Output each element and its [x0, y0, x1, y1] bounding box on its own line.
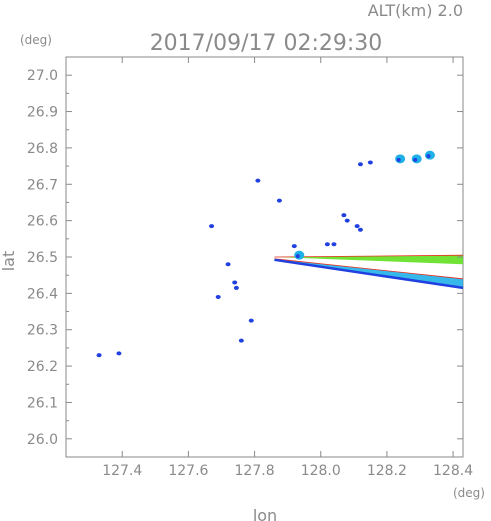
echo-point [215, 295, 221, 299]
echo-point [324, 242, 330, 247]
echo-point [344, 218, 350, 223]
y-tick-label: 26.9 [27, 105, 58, 121]
echo-band-edge [274, 258, 464, 280]
chart-subtitle: ALT(km) 2.0 [368, 1, 463, 20]
echo-band [274, 255, 463, 265]
y-tick-label: 27.0 [27, 68, 58, 84]
echo-bands [274, 254, 464, 290]
chart-title: 2017/09/17 02:29:30 [150, 31, 383, 56]
y-tick-label: 26.1 [27, 395, 58, 411]
y-tick-label: 26.6 [27, 214, 58, 230]
echo-point [354, 224, 360, 229]
echo-point [248, 318, 254, 323]
y-tick-label: 26.8 [27, 141, 58, 157]
echo-point [291, 244, 297, 249]
y-tick-label: 26.4 [27, 286, 58, 302]
echo-point [255, 178, 261, 183]
echo-band-edge [274, 254, 464, 258]
echo-point [116, 351, 122, 356]
x-tick-label: 127.8 [235, 463, 275, 479]
x-tick-label: 128.4 [433, 463, 473, 479]
echo-point [357, 227, 363, 232]
y-tick-label: 26.2 [27, 359, 58, 375]
x-tick-label: 128.2 [367, 463, 407, 479]
echo-point [96, 353, 102, 358]
x-tick-label: 127.6 [168, 463, 208, 479]
x-axis-label: lon [253, 506, 277, 521]
echo-point-core [426, 154, 431, 159]
echo-clusters [96, 150, 435, 358]
echo-point [225, 262, 231, 267]
echo-point [357, 162, 363, 167]
x-tick-label: 128.0 [301, 463, 341, 479]
echo-point [331, 242, 337, 247]
y-tick-label: 26.0 [27, 432, 58, 448]
echo-point-core [295, 254, 300, 259]
y-tick-label: 26.7 [27, 177, 58, 193]
plot-area: 127.4 127.6 127.8 128.0 128.2 128.4 26.026.12… [27, 56, 473, 479]
echo-point [367, 160, 373, 165]
echo-point-core [396, 157, 401, 162]
echo-point [209, 224, 215, 229]
y-tick-label: 26.3 [27, 323, 58, 339]
echo-point-core [413, 157, 418, 162]
echo-point [341, 213, 347, 218]
y-ticks: 26.0 26.1 26.2 26.3 26.4 26.5 26.6 26.7 26.8 26.9… [27, 68, 463, 448]
x-ticks: 127.4 127.6 127.8 128.0 128.2 128.4 [102, 57, 473, 479]
echo-point [276, 198, 282, 203]
y-unit-label: (deg) [20, 33, 52, 47]
y-axis-label: lat [0, 251, 18, 272]
y-tick-label: 26.5 [27, 250, 58, 266]
x-tick-label: 127.4 [102, 463, 142, 479]
echo-point [233, 285, 239, 290]
x-unit-label: (deg) [453, 486, 485, 500]
echo-point [232, 280, 238, 285]
echo-band-weak-edge [274, 258, 464, 290]
echo-point [238, 338, 244, 343]
